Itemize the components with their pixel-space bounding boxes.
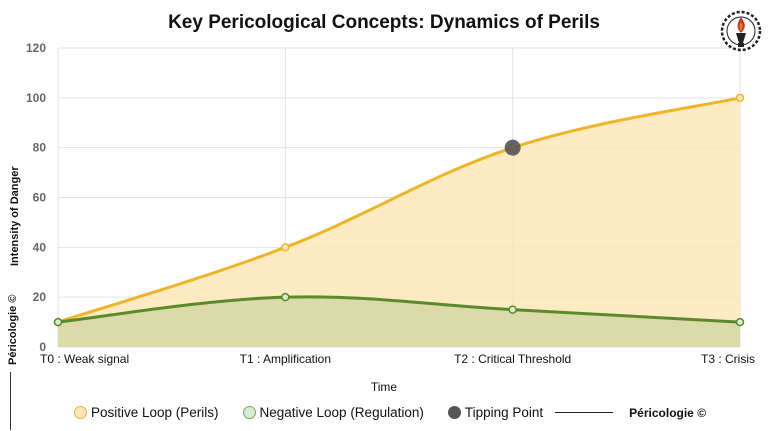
- x-tick-label: T1 : Amplification: [240, 352, 331, 366]
- legend: Positive Loop (Perils) Negative Loop (Re…: [0, 405, 768, 420]
- negative-swatch-icon: [242, 406, 256, 419]
- y-tick-label: 40: [33, 240, 47, 254]
- legend-label-negative: Negative Loop (Regulation): [259, 405, 424, 420]
- chart-title: Key Pericological Concepts: Dynamics of …: [168, 12, 600, 33]
- positive-swatch-icon: [73, 406, 87, 419]
- torch-logo-icon: [720, 10, 762, 52]
- areas: [58, 97, 740, 347]
- series-line-0: [57, 96, 741, 324]
- side-divider: [10, 372, 11, 430]
- data-point-1-0: [53, 317, 63, 327]
- x-axis-label: Time: [370, 380, 398, 394]
- legend-label-tipping: Tipping Point: [464, 405, 544, 420]
- x-tick-label: T0 : Weak signal: [40, 352, 129, 366]
- y-tick-labels: 0 20 40 60 80 100 120: [26, 41, 46, 354]
- series-line-1: [57, 295, 741, 324]
- legend-label-positive: Positive Loop (Perils): [90, 405, 219, 420]
- y-tick-label: 20: [33, 290, 47, 304]
- data-point-0-3: [735, 93, 745, 103]
- area-fill-1: [58, 296, 740, 347]
- legend-item-positive[interactable]: Positive Loop (Perils): [73, 405, 219, 420]
- x-tick-labels: T0 : Weak signal T1 : Amplification T2 : C…: [40, 352, 755, 366]
- y-tick-label: 80: [33, 141, 47, 155]
- y-tick-label: 100: [26, 91, 46, 105]
- data-point-1-2: [508, 305, 517, 314]
- legend-brand-text: Péricologie ©: [629, 405, 707, 420]
- legend-divider: [555, 412, 614, 413]
- legend-item-tipping[interactable]: Tipping Point: [447, 405, 544, 420]
- x-tick-label: T2 : Critical Threshold: [454, 352, 571, 366]
- data-point-1-3: [735, 317, 745, 327]
- tipping-swatch-icon: [447, 406, 461, 419]
- y-tick-label: 120: [26, 41, 46, 55]
- side-brand-text: Péricologie ©: [7, 294, 19, 365]
- legend-item-negative[interactable]: Negative Loop (Regulation): [242, 405, 424, 420]
- area-fill-0: [58, 97, 740, 347]
- tipping-point-marker: [504, 139, 521, 156]
- y-tick-label: 60: [33, 191, 47, 205]
- y-axis-label: Intensity of Danger: [9, 166, 21, 266]
- y-tick-label: 0: [39, 340, 46, 354]
- data-points: [53, 93, 745, 327]
- series-lines: [57, 96, 741, 324]
- x-tick-label: T3 : Crisis: [701, 352, 755, 366]
- data-point-1-1: [281, 292, 290, 302]
- data-point-0-1: [281, 243, 290, 252]
